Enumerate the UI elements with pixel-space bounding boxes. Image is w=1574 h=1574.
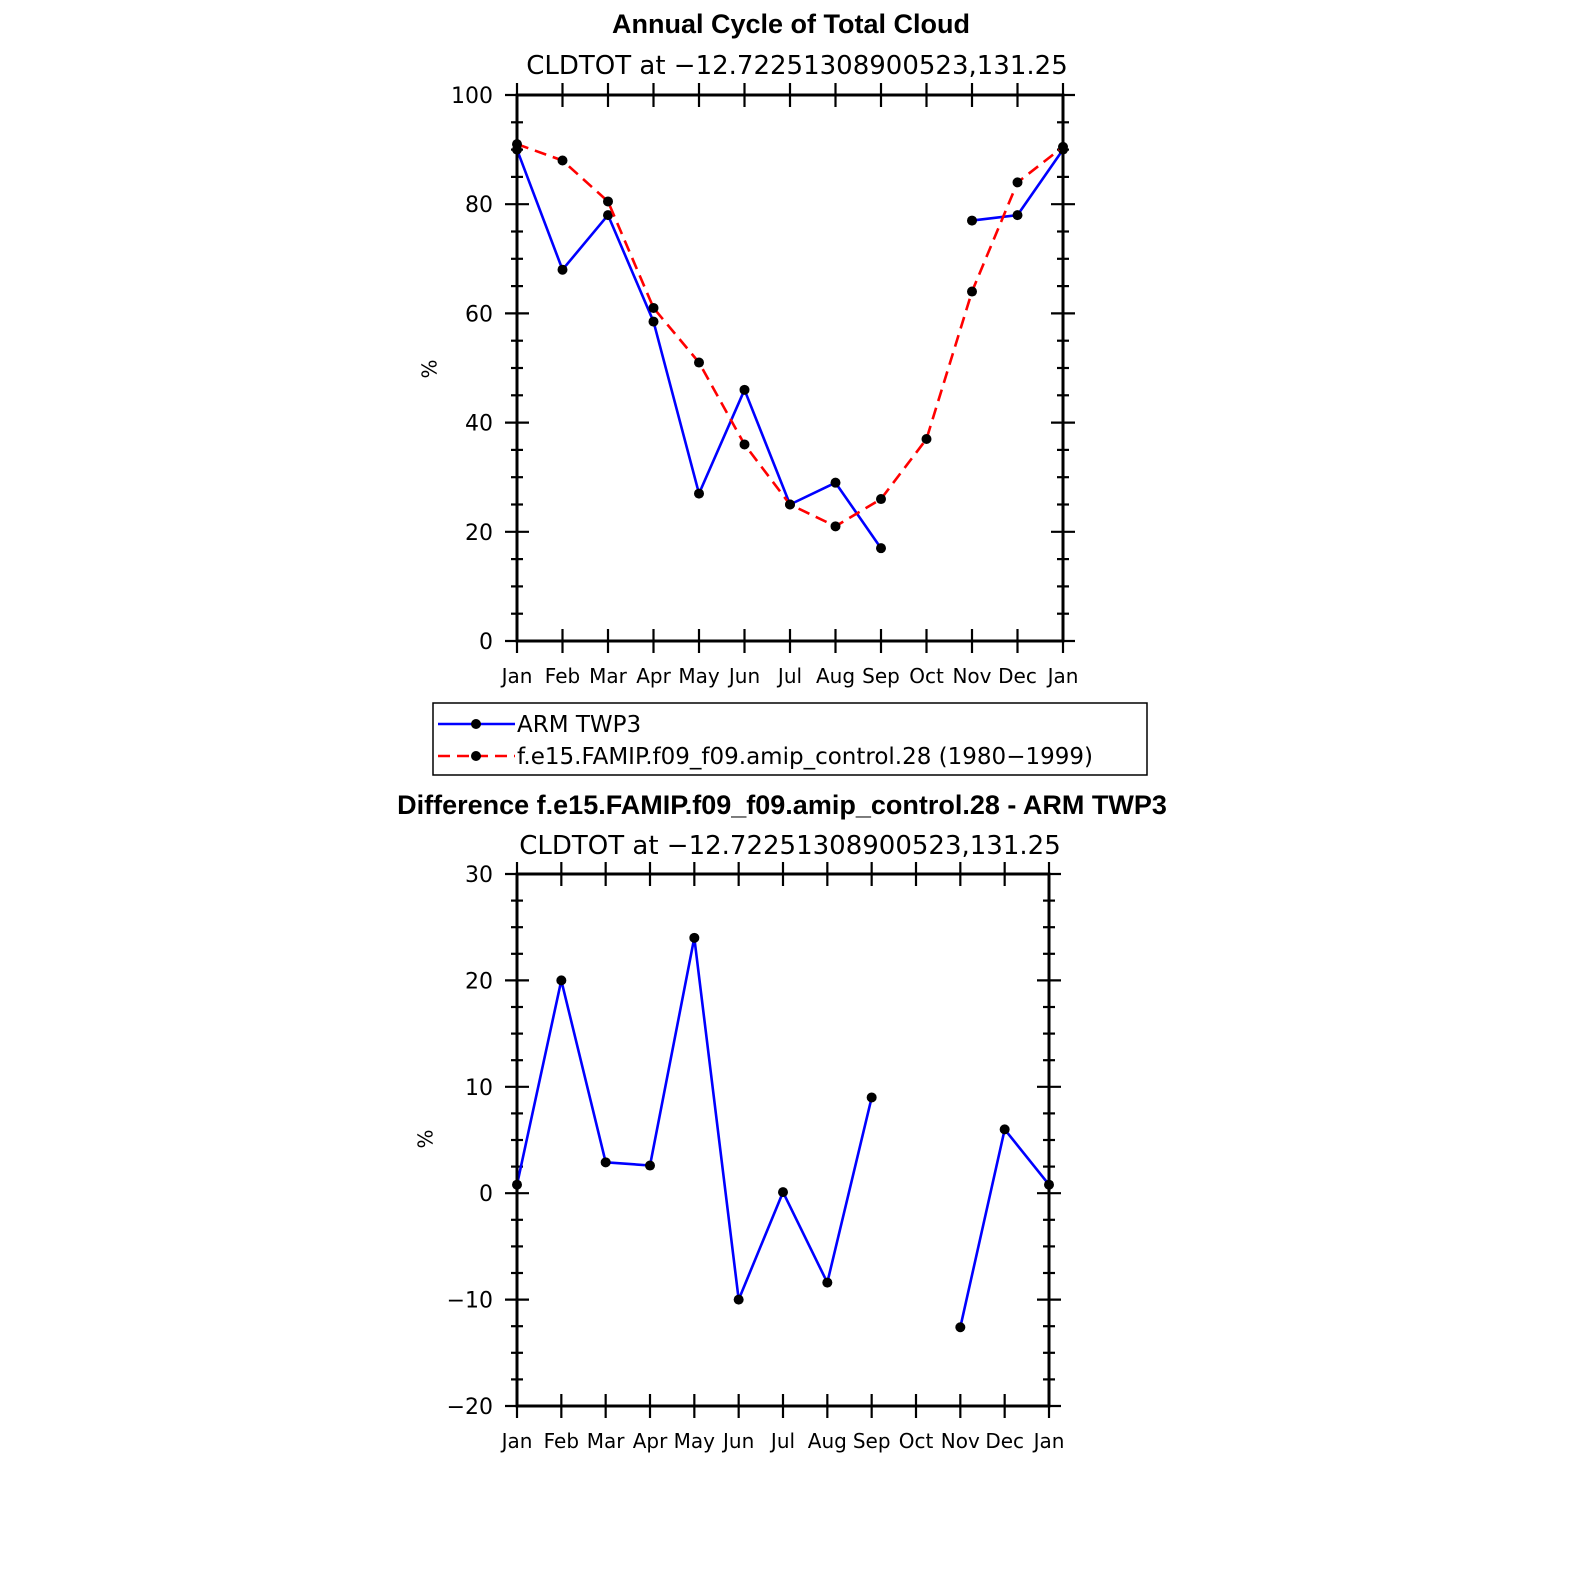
chart-top-point-arm-twp3	[603, 210, 613, 221]
chart-bottom-frame	[515, 872, 1051, 1408]
chart-bottom-x-tick-label: Aug	[808, 1429, 847, 1453]
chart-top-x-tick-label: Apr	[636, 664, 671, 688]
chart-bottom-ticks	[505, 862, 1061, 1418]
chart-bottom-x-tick-label: Sep	[853, 1429, 891, 1453]
chart-top-y-axis-label: %	[418, 359, 442, 378]
chart-bottom-x-tick-labels: Jan Feb Mar Apr May Jun Jul Aug Sep Oct Nov Dec Jan	[500, 1429, 1065, 1453]
chart-bottom-x-tick-label: May	[674, 1429, 716, 1453]
chart-top-point-arm-twp3	[557, 264, 568, 275]
chart-bottom-y-axis-label: %	[414, 1129, 438, 1148]
chart-top-point-f-e15-famip-f09-f09-amip-control-28	[785, 499, 795, 510]
chart-bottom-point-difference	[866, 1092, 877, 1103]
chart-bottom-point-difference	[600, 1157, 611, 1168]
chart-top-point-f-e15-famip-f09-f09-amip-control-28	[603, 196, 613, 207]
chart-top-series	[512, 139, 1068, 554]
chart-top-point-arm-twp3	[876, 543, 886, 554]
legend-box	[432, 702, 1148, 776]
chart-bottom-x-tick-label: Mar	[587, 1429, 626, 1453]
chart-top-x-tick-label: Aug	[816, 664, 855, 688]
chart-bottom-y-tick-labels: −20 −10 0 10 20 30	[447, 863, 493, 1420]
chart-bottom-point-difference	[689, 932, 700, 943]
chart-top-y-tick-label: 40	[465, 412, 493, 437]
chart-bottom-point-difference	[822, 1277, 833, 1288]
chart-bottom-y-tick-label: 10	[465, 1076, 493, 1101]
chart-bottom-x-tick-label: Oct	[899, 1429, 934, 1453]
chart-top-point-f-e15-famip-f09-f09-amip-control-28	[967, 286, 977, 297]
legend-marker-famip	[471, 751, 481, 761]
chart-top-frame	[515, 93, 1065, 643]
chart-bottom-y-tick-label: −20	[447, 1395, 493, 1420]
chart-bottom-title: Difference f.e15.FAMIP.f09_f09.amip_cont…	[397, 790, 1167, 820]
chart-top-x-tick-label: Jan	[1046, 664, 1079, 688]
chart-top-x-tick-label: Jun	[727, 664, 760, 688]
chart-bottom-point-difference	[645, 1160, 655, 1171]
chart-bottom-point-difference	[955, 1322, 966, 1333]
chart-bottom-y-tick-label: 20	[465, 969, 493, 994]
chart-bottom-y-tick-label: 30	[465, 863, 493, 888]
chart-top-point-f-e15-famip-f09-f09-amip-control-28	[876, 494, 886, 505]
chart-bottom-point-difference	[778, 1187, 788, 1198]
legend: ARM TWP3 f.e15.FAMIP.f09_f09.amip_contro…	[432, 702, 1148, 776]
chart-bottom-series	[512, 932, 1054, 1333]
chart-bottom-x-tick-label: Feb	[544, 1429, 579, 1453]
chart-bottom-x-tick-label: Jan	[1032, 1429, 1065, 1453]
chart-top-x-tick-labels: Jan Feb Mar Apr May Jun Jul Aug Sep Oct Nov Dec Jan	[500, 664, 1079, 688]
chart-top-ticks	[505, 83, 1075, 653]
chart-top-x-tick-label: Mar	[589, 664, 628, 688]
chart-top-point-f-e15-famip-f09-f09-amip-control-28	[648, 302, 659, 313]
chart-bottom-point-difference	[556, 975, 567, 986]
chart-top-y-tick-label: 60	[465, 302, 493, 327]
chart-top-point-f-e15-famip-f09-f09-amip-control-28	[830, 521, 841, 532]
chart-bottom-point-difference	[733, 1294, 744, 1305]
chart-top-x-tick-label: Sep	[862, 664, 900, 688]
chart-top-point-f-e15-famip-f09-f09-amip-control-28	[557, 155, 568, 166]
legend-entry-famip: f.e15.FAMIP.f09_f09.amip_control.28 (198…	[438, 744, 1093, 770]
legend-entry-arm-twp3: ARM TWP3	[438, 712, 641, 738]
chart-top-point-f-e15-famip-f09-f09-amip-control-28	[1012, 177, 1023, 188]
chart-bottom-x-tick-label: Apr	[633, 1429, 668, 1453]
chart-bottom-x-tick-label: Dec	[985, 1429, 1024, 1453]
legend-marker-arm-twp3	[471, 719, 481, 729]
chart-top-y-tick-label: 80	[465, 193, 493, 218]
chart-top-point-arm-twp3	[967, 215, 977, 226]
chart-top-y-tick-label: 0	[479, 630, 493, 655]
chart-bottom-x-tick-label: Jun	[721, 1429, 754, 1453]
chart-bottom-y-tick-label: 0	[479, 1182, 493, 1207]
chart-top-y-tick-label: 100	[451, 84, 493, 109]
chart-top-series-line-f-e15-famip-f09-f09-amip-control-28	[516, 142, 1064, 528]
chart-bottom-subtitle: CLDTOT at −12.72251308900523,131.25	[519, 831, 1061, 861]
legend-label-famip: f.e15.FAMIP.f09_f09.amip_control.28 (198…	[517, 744, 1093, 770]
chart-top-point-arm-twp3	[1012, 210, 1023, 221]
chart-bottom-x-tick-label: Jul	[769, 1429, 795, 1453]
chart-top-x-tick-label: Dec	[998, 664, 1037, 688]
chart-top-x-tick-label: Oct	[909, 664, 944, 688]
chart-bottom-point-difference	[999, 1124, 1010, 1135]
chart-bottom-series-line-difference	[515, 936, 873, 1301]
chart-bottom-series-line-difference	[959, 1128, 1051, 1328]
chart-top: Annual Cycle of Total Cloud CLDTOT at −1…	[418, 9, 1079, 688]
chart-top-point-arm-twp3	[739, 384, 750, 395]
chart-top-x-tick-label: May	[678, 664, 720, 688]
chart-bottom-y-tick-label: −10	[447, 1289, 493, 1314]
legend-label-arm-twp3: ARM TWP3	[517, 712, 641, 738]
chart-top-point-f-e15-famip-f09-f09-amip-control-28	[921, 433, 932, 444]
chart-bottom-x-tick-label: Jan	[500, 1429, 533, 1453]
chart-bottom-x-tick-label: Nov	[941, 1429, 980, 1453]
chart-top-point-arm-twp3	[694, 488, 704, 499]
chart-top-point-f-e15-famip-f09-f09-amip-control-28	[739, 439, 750, 450]
chart-top-x-tick-label: Jan	[500, 664, 533, 688]
chart-top-subtitle: CLDTOT at −12.72251308900523,131.25	[526, 51, 1068, 81]
chart-top-x-tick-label: Jul	[776, 664, 802, 688]
chart-top-point-arm-twp3	[830, 477, 841, 488]
chart-top-point-f-e15-famip-f09-f09-amip-control-28	[694, 357, 704, 368]
chart-top-series-line-arm-twp3	[515, 149, 883, 549]
chart-top-title: Annual Cycle of Total Cloud	[612, 9, 970, 39]
chart-top-y-tick-labels: 0 20 40 60 80 100	[451, 84, 493, 655]
chart-top-x-tick-label: Feb	[545, 664, 580, 688]
chart-top-point-arm-twp3	[648, 316, 659, 327]
chart-bottom: Difference f.e15.FAMIP.f09_f09.amip_cont…	[397, 790, 1167, 1453]
chart-top-y-tick-label: 20	[465, 521, 493, 546]
chart-top-x-tick-label: Nov	[952, 664, 991, 688]
